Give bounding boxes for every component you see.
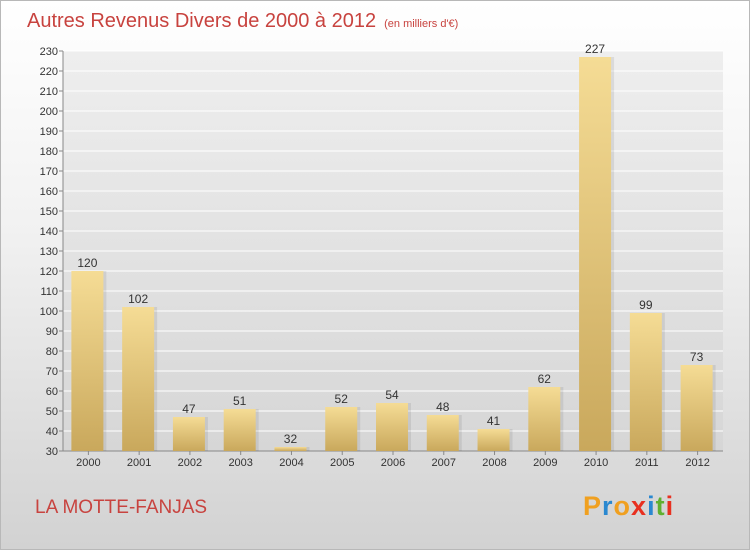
y-tick-label: 230 <box>40 46 58 58</box>
y-tick-label: 180 <box>40 146 58 158</box>
y-tick-label: 30 <box>46 446 58 458</box>
bar-2004 <box>274 447 307 451</box>
data-label-2003: 51 <box>233 394 247 408</box>
data-label-2012: 73 <box>690 350 704 364</box>
bar-2007 <box>426 415 459 451</box>
x-tick-label-2000: 2000 <box>76 457 100 469</box>
y-tick-label: 60 <box>46 386 58 398</box>
data-label-2008: 41 <box>487 414 501 428</box>
data-label-2001: 102 <box>128 292 148 306</box>
x-tick-label-2009: 2009 <box>533 457 557 469</box>
bar-chart: 30 40 50 60 70 80 90 100 110 120 130 140 150 160 170 18… <box>40 42 723 469</box>
bar-2000 <box>71 271 104 451</box>
logo-letter: t <box>655 491 666 521</box>
logo-letter: P <box>583 491 603 521</box>
bars <box>71 57 716 451</box>
y-tick-label: 220 <box>40 66 58 78</box>
bar-2008 <box>477 429 510 451</box>
bar-2005 <box>325 407 358 451</box>
x-tick-label-2011: 2011 <box>635 457 659 469</box>
x-tick-label-2003: 2003 <box>228 457 252 469</box>
data-label-2000: 120 <box>77 256 97 270</box>
y-tick-label: 80 <box>46 346 58 358</box>
y-tick-label: 110 <box>40 286 58 298</box>
data-label-2002: 47 <box>182 402 196 416</box>
bar-2010 <box>579 57 612 451</box>
y-tick-label: 50 <box>46 406 58 418</box>
x-tick-label-2012: 2012 <box>685 457 709 469</box>
y-axis-ticks: 30 40 50 60 70 80 90 100 110 120 130 140 150 160 170 18… <box>40 46 723 458</box>
y-tick-label: 120 <box>40 266 58 278</box>
y-tick-label: 170 <box>40 166 58 178</box>
x-tick-label-2008: 2008 <box>482 457 506 469</box>
proxiti-logo[interactable]: Proxiti <box>583 491 674 522</box>
x-tick-label-2007: 2007 <box>432 457 456 469</box>
logo-letter: x <box>631 491 648 521</box>
logo-letter: i <box>647 491 656 521</box>
bar-2009 <box>528 387 561 451</box>
y-tick-label: 190 <box>40 126 58 138</box>
place-name: LA MOTTE-FANJAS <box>35 497 208 518</box>
x-tick-label-2006: 2006 <box>381 457 405 469</box>
chart-title: Autres Revenus Divers de 2000 à 2012 <box>27 10 377 32</box>
data-label-2010: 227 <box>585 42 605 56</box>
y-tick-label: 100 <box>40 306 58 318</box>
y-tick-label: 160 <box>40 186 58 198</box>
data-label-2006: 54 <box>385 388 399 402</box>
title-area: Autres Revenus Divers de 2000 à 2012 (en … <box>27 10 458 33</box>
grid-lines <box>63 50 723 452</box>
bar-2012 <box>680 365 713 451</box>
bar-2003 <box>223 409 256 451</box>
data-label-2004: 32 <box>284 432 298 446</box>
y-tick-label: 70 <box>46 366 58 378</box>
y-tick-label: 130 <box>40 246 58 258</box>
x-tick-label-2001: 2001 <box>127 457 151 469</box>
data-label-2007: 48 <box>436 400 450 414</box>
bar-2011 <box>629 313 662 451</box>
y-tick-label: 40 <box>46 426 58 438</box>
bar-2001 <box>122 307 155 451</box>
y-tick-label: 140 <box>40 226 58 238</box>
data-label-2005: 52 <box>335 392 349 406</box>
x-tick-label-2004: 2004 <box>279 457 303 469</box>
x-axis-ticks: 2000 2001 2002 2003 2004 2005 2006 2007 2008 2009… <box>76 451 710 469</box>
y-tick-label: 200 <box>40 106 58 118</box>
y-tick-label: 210 <box>40 86 58 98</box>
y-tick-label: 150 <box>40 206 58 218</box>
x-tick-label-2010: 2010 <box>584 457 608 469</box>
logo-letter: i <box>665 491 675 521</box>
x-tick-label-2005: 2005 <box>330 457 354 469</box>
data-label-2011: 99 <box>639 298 653 312</box>
logo-letter: r <box>602 491 614 521</box>
logo-letter: o <box>613 491 632 521</box>
y-tick-label: 90 <box>46 326 58 338</box>
x-tick-label-2002: 2002 <box>178 457 202 469</box>
data-label-2009: 62 <box>538 372 552 386</box>
bar-2006 <box>376 403 408 451</box>
chart-subtitle: (en milliers d'€) <box>384 18 459 30</box>
bar-2002 <box>172 417 205 451</box>
data-labels: 120 102 47 51 32 52 54 48 41 62 227 99 73 <box>77 42 703 446</box>
